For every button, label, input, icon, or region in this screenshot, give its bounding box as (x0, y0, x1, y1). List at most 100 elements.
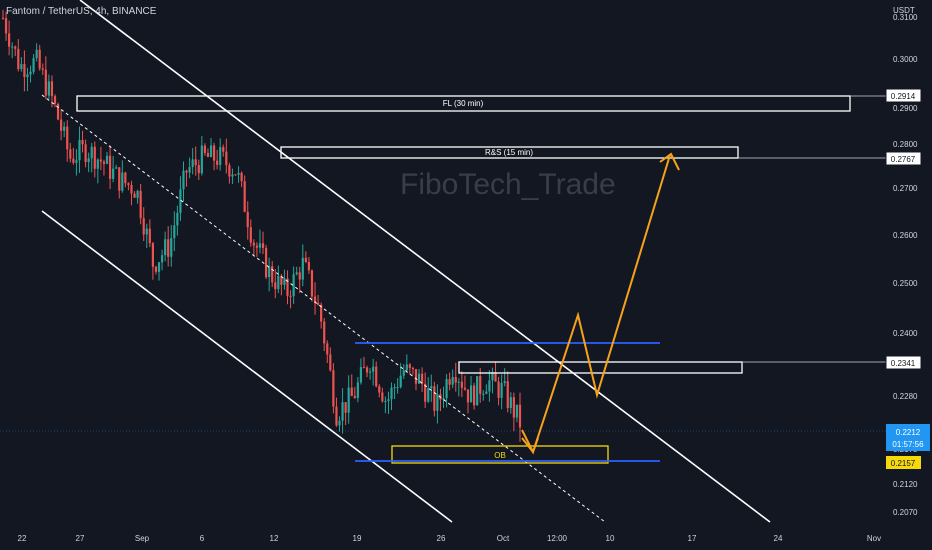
candle-body (72, 158, 75, 163)
candle-body (408, 364, 411, 368)
candle-body (179, 189, 182, 213)
label-last-price: 0.2212 01:57:56 (886, 424, 930, 451)
candle-body (127, 183, 130, 186)
candle-body (491, 372, 494, 381)
candle-body (417, 373, 421, 384)
candle-body (56, 103, 60, 120)
candle-body (482, 393, 485, 395)
candle-body (323, 321, 326, 344)
zone-resistance-box[interactable] (458, 361, 743, 374)
candle-body (283, 278, 286, 285)
time-axis[interactable]: 22 27 Sep 6 12 19 26 Oct 12:00 10 17 24 Nov (18, 534, 882, 543)
candle-body (252, 242, 255, 246)
candle-body (387, 399, 390, 402)
candle-body (344, 402, 347, 413)
candle-body (298, 272, 301, 280)
x-tick-label: 6 (200, 534, 205, 543)
candle-body (170, 238, 173, 257)
candle-body (118, 167, 121, 191)
label-2341: 0.2341 (885, 355, 922, 370)
candle-body (448, 379, 451, 385)
y-tick-label: 0.2600 (893, 231, 918, 240)
candle-body (182, 170, 185, 190)
y-tick-label: 0.2500 (893, 279, 918, 288)
candle-body (228, 165, 231, 177)
candle-body (246, 211, 249, 228)
candle-body (436, 394, 439, 411)
zone-ob-box[interactable] (391, 445, 609, 464)
candle-body (216, 160, 219, 165)
channel-mid-dashed-line[interactable] (41, 94, 606, 523)
candle-body (310, 270, 314, 297)
candle-body (384, 401, 387, 403)
candle-body (38, 49, 41, 69)
candle-body (307, 261, 311, 271)
candle-body (335, 406, 338, 426)
label-2157: 0.2157 (886, 456, 921, 469)
zone-ob-label: OB (494, 451, 506, 460)
candle-body (20, 64, 23, 70)
y-tick-label: 0.2070 (893, 508, 918, 517)
candle-body (430, 386, 433, 389)
candle-body (313, 296, 317, 303)
candle-body (476, 376, 479, 406)
candle-body (451, 377, 454, 385)
candle-body (133, 193, 136, 198)
candle-body (255, 245, 259, 248)
svg-text:0.2341: 0.2341 (891, 359, 916, 368)
candle-body (11, 46, 14, 48)
candle-body (479, 376, 482, 394)
x-tick-label: 27 (76, 534, 85, 543)
candle-body (249, 227, 252, 243)
candle-body (414, 369, 418, 384)
candle-body (518, 404, 522, 428)
candle-body (396, 387, 399, 389)
candle-body (148, 228, 151, 244)
candle-body (108, 155, 112, 179)
candle-body (485, 391, 488, 394)
candle-body (124, 172, 127, 184)
candle-body (8, 33, 11, 47)
candle-body (234, 174, 237, 176)
candles-layer (1, 9, 522, 442)
candle-body (421, 373, 424, 384)
zone-fl-box[interactable] (76, 95, 851, 112)
projected-path-arrow[interactable] (521, 154, 671, 455)
candle-body (286, 278, 289, 296)
candle-body (136, 190, 139, 198)
candle-body (271, 266, 274, 283)
candle-body (289, 295, 292, 297)
candle-body (427, 388, 430, 402)
candle-body (69, 149, 72, 159)
candle-body (164, 239, 167, 256)
candle-body (261, 243, 265, 248)
candle-body (209, 145, 213, 157)
candle-body (280, 275, 283, 285)
candle-body (1, 17, 5, 19)
candle-body (219, 147, 222, 165)
candle-body (160, 255, 164, 263)
candle-body (206, 152, 210, 157)
channel-upper-line[interactable] (79, 0, 771, 523)
candle-body (60, 119, 63, 131)
candle-body (332, 370, 335, 407)
candle-body (35, 49, 38, 59)
candle-body (32, 58, 35, 72)
candle-body (365, 367, 369, 373)
channel-lower-line[interactable] (41, 210, 453, 523)
candle-body (497, 381, 500, 398)
svg-text:0.2914: 0.2914 (891, 92, 916, 101)
candle-body (512, 397, 515, 418)
candle-body (399, 375, 402, 388)
price-axis[interactable]: USDT 0.3100 0.3000 0.2900 0.2800 0.2700 0.260… (885, 6, 930, 517)
candle-body (139, 190, 142, 219)
candle-body (320, 304, 323, 322)
candle-body (26, 74, 29, 78)
zone-rs-box[interactable] (280, 146, 739, 159)
candle-body (185, 170, 188, 173)
candle-body (274, 282, 277, 290)
candle-body (225, 151, 228, 166)
candle-body (53, 96, 57, 104)
arrow-head-down (521, 437, 539, 455)
